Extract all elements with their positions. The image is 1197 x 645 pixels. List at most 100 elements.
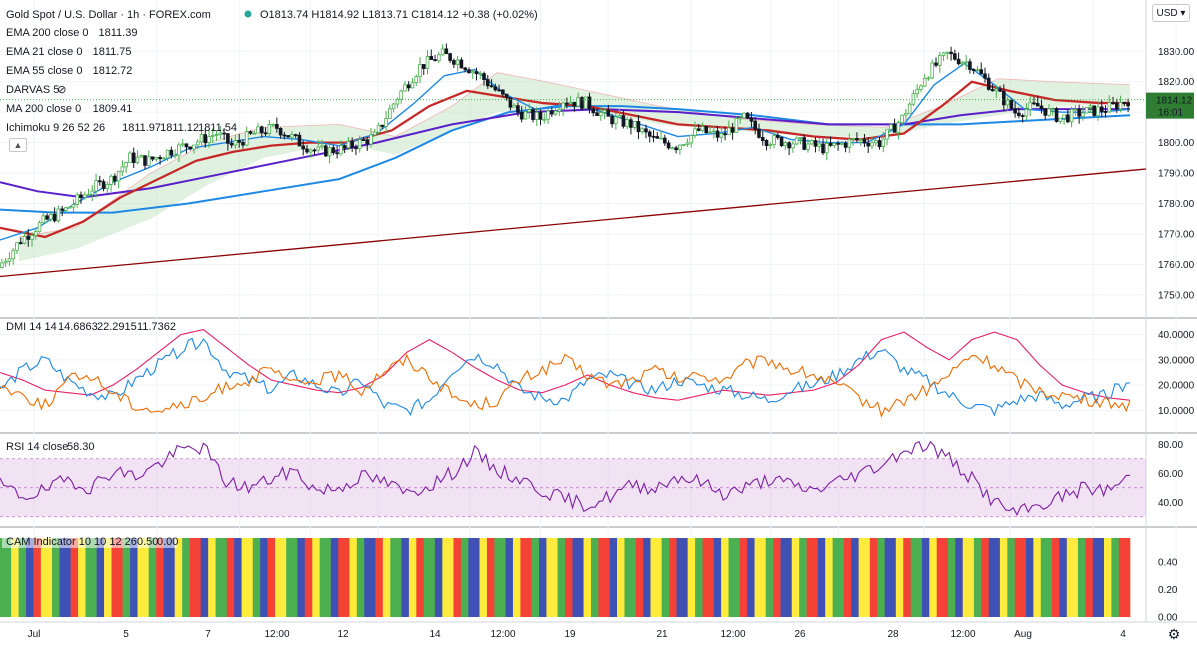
cam-bar <box>364 538 376 617</box>
candle-body <box>101 181 106 189</box>
candle-body <box>184 143 189 148</box>
candle-body <box>75 194 80 205</box>
candle-body <box>1039 105 1044 110</box>
candle-body <box>851 137 855 140</box>
cam-bar <box>174 538 183 617</box>
cam-bar <box>442 538 454 617</box>
cam-bar <box>382 538 391 617</box>
candle-body <box>757 128 761 138</box>
candle-body <box>60 208 64 211</box>
cam-bar <box>583 538 592 617</box>
candle-body <box>542 118 547 121</box>
candle-body <box>98 180 102 183</box>
time-tick-label: 26 <box>794 629 806 640</box>
candle-body <box>742 112 746 119</box>
cam-bar <box>416 538 425 617</box>
candle-body <box>998 88 1002 92</box>
cam-bar <box>739 538 748 617</box>
candle-body <box>154 156 159 160</box>
candle-body <box>798 137 803 140</box>
candle-body <box>437 54 441 62</box>
candle-body <box>467 69 471 74</box>
candle-body <box>275 123 279 129</box>
candle-body <box>719 133 724 138</box>
candle-body <box>768 144 773 147</box>
cam-bar <box>1051 538 1060 617</box>
candle-body <box>372 131 377 136</box>
candle-body <box>1005 99 1010 106</box>
candle-body <box>862 138 867 144</box>
cam-bar <box>843 538 852 617</box>
cam-bar <box>408 538 417 617</box>
candle-body <box>813 140 818 147</box>
candle-body <box>342 145 347 149</box>
cam-bar <box>252 538 261 617</box>
candle-body <box>817 143 822 147</box>
candle-body <box>316 146 321 151</box>
candle-body <box>1035 102 1040 107</box>
cam-bar <box>312 538 320 617</box>
candle-body <box>482 73 486 81</box>
cam-bar <box>33 538 42 617</box>
candle-body <box>621 115 626 127</box>
candle-body <box>674 147 678 151</box>
ohlc-readout: O1813.74 H1814.92 L1813.71 C1814.12 +0.3… <box>260 9 538 21</box>
cam-bar <box>453 538 462 617</box>
chevron-up-icon: ▲ <box>13 140 23 150</box>
candle-body <box>146 156 151 166</box>
rsi-tick-label: 80.00 <box>1158 440 1183 451</box>
candle-body <box>229 142 234 146</box>
cam-bar <box>11 538 19 617</box>
candle-body <box>301 145 306 150</box>
candle-body <box>128 152 132 163</box>
cam-bar <box>130 538 138 617</box>
candle-body <box>945 51 950 54</box>
candle-body <box>704 126 709 134</box>
time-tick-label: 5 <box>123 629 129 640</box>
candle-body <box>734 118 739 133</box>
candle-body <box>444 48 449 55</box>
dmi-tick-label: 30.0000 <box>1158 355 1195 366</box>
candle-body <box>681 144 686 146</box>
candle-body <box>308 149 313 153</box>
candle-body <box>1054 108 1059 122</box>
candle-body <box>930 62 935 79</box>
cam-bar <box>721 538 729 617</box>
candle-body <box>583 96 588 109</box>
dmi-legend-value: 11.7362 <box>137 321 176 333</box>
candle-body <box>644 128 648 133</box>
currency-selector[interactable]: USD ▾ <box>1152 4 1190 22</box>
cam-bar <box>929 538 938 617</box>
time-tick-label: 12 <box>337 629 349 640</box>
candle-body <box>305 148 309 153</box>
candle-body <box>1047 108 1051 116</box>
candle-body <box>1088 105 1093 108</box>
indicator-legend-label: EMA 21 close 0 <box>6 46 82 58</box>
cam-bar <box>234 538 242 617</box>
candle-body <box>534 111 539 120</box>
cam-bar <box>267 538 276 617</box>
candle-body <box>700 126 705 131</box>
cam-bar <box>479 538 488 617</box>
candle-body <box>576 97 580 107</box>
candle-body <box>501 89 505 95</box>
dmi-series-line <box>0 353 1131 418</box>
cam-bar <box>617 538 625 617</box>
candle-body <box>821 143 825 154</box>
cam-bar <box>401 538 410 617</box>
cam-bar <box>999 538 1008 617</box>
candle-body <box>990 89 995 92</box>
candle-body <box>512 105 516 108</box>
collapse-legend-button[interactable]: ▲ <box>9 138 27 152</box>
candle-body <box>772 135 776 145</box>
cam-bar <box>773 538 781 617</box>
settings-gear-icon[interactable]: ⚙ <box>1167 625 1181 642</box>
candle-body <box>214 134 219 136</box>
cam-bar <box>70 538 79 617</box>
candle-body <box>241 141 245 146</box>
cam-bar <box>884 538 897 617</box>
candle-body <box>470 71 475 74</box>
cam-bar <box>973 538 982 617</box>
cam-bar <box>1077 538 1086 617</box>
